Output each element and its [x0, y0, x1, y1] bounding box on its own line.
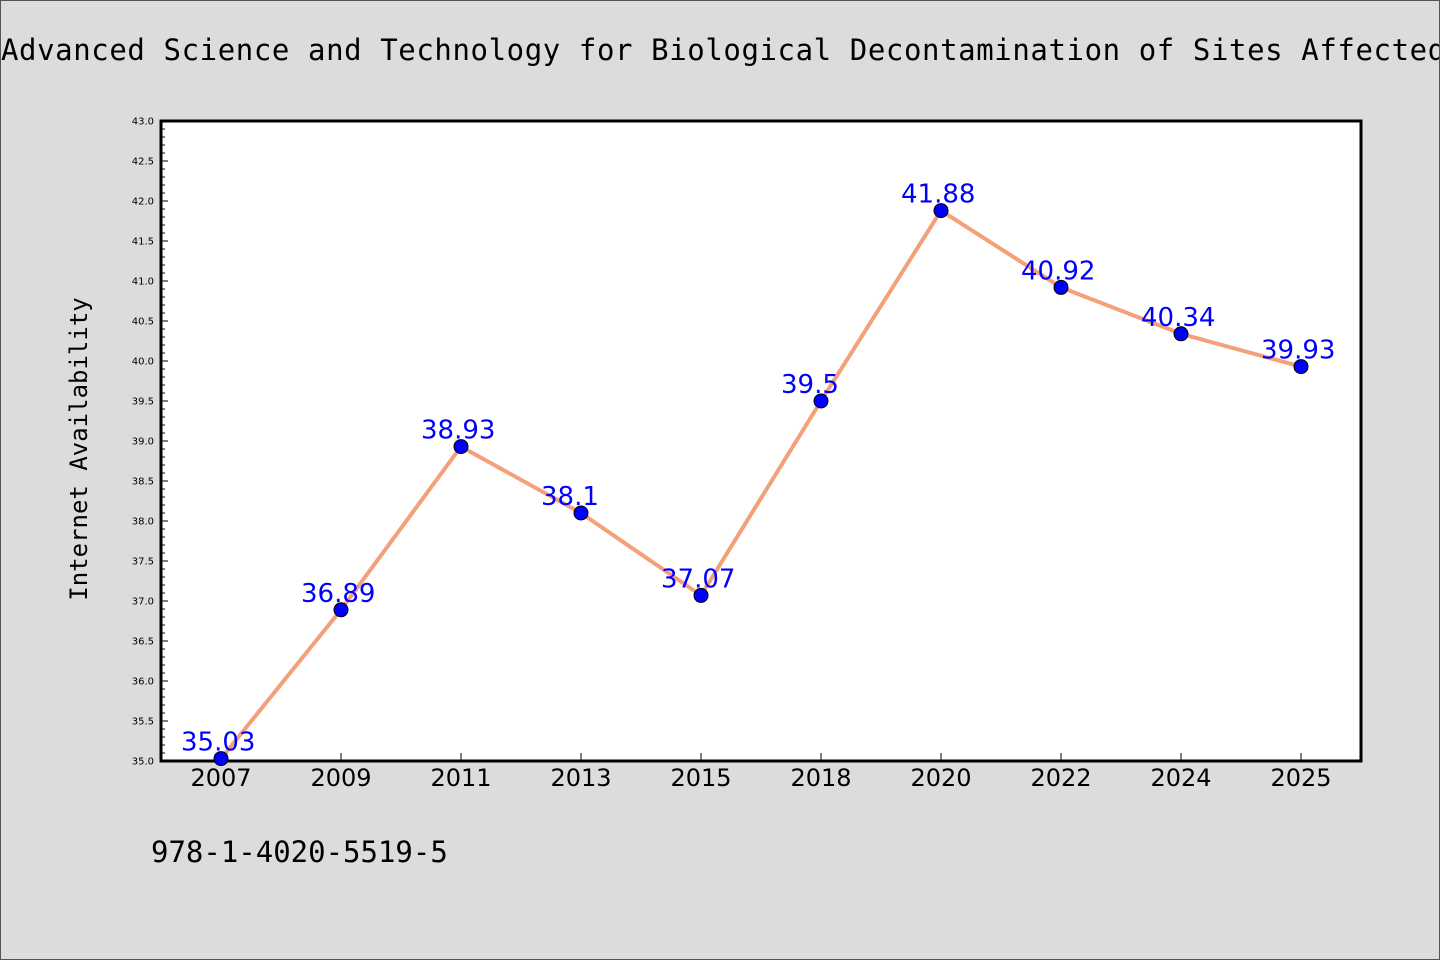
- chart-title: Advanced Science and Technology for Biol…: [1, 33, 1440, 67]
- y-tick-label: 40.5: [132, 317, 154, 328]
- data-point-2013: [573, 505, 589, 521]
- data-label-2015: 37.07: [661, 564, 735, 594]
- x-tick-label: 2024: [1150, 764, 1211, 792]
- y-tick-label: 36.5: [132, 637, 154, 648]
- data-label-2009: 36.89: [301, 579, 375, 609]
- y-tick-label: 35.0: [132, 757, 154, 768]
- y-tick-label: 37.0: [132, 597, 154, 608]
- data-point-2007: [213, 751, 229, 767]
- x-tick-label: 2022: [1030, 764, 1091, 792]
- data-label-2011: 38.93: [421, 416, 495, 446]
- x-axis-ticks: 2007 2009 2011 2013 2015 2018 2020 2022 2024 2025: [190, 753, 1332, 792]
- y-axis-label: Internet Availability: [65, 297, 93, 600]
- data-label-2020: 41.88: [901, 180, 975, 210]
- data-label-2024: 40.34: [1141, 303, 1215, 333]
- y-tick-label: 38.5: [132, 477, 154, 488]
- y-tick-label: 43.0: [132, 117, 154, 128]
- y-tick-label: 37.5: [132, 557, 154, 568]
- x-tick-label: 2018: [790, 764, 851, 792]
- data-point-2024: [1173, 326, 1189, 342]
- data-point-2011: [453, 439, 469, 455]
- data-label-2007: 35.03: [181, 728, 255, 758]
- data-point-2009: [333, 602, 349, 618]
- y-tick-label: 36.0: [132, 677, 154, 688]
- data-point-2022: [1053, 279, 1069, 295]
- y-tick-label: 40.0: [132, 357, 154, 368]
- y-axis-ticks: 35.0 35.5 36.0 36.5 37.0 37.5 38.0 38.5 39.0 39.5…: [132, 117, 168, 768]
- isbn-text: 978-1-4020-5519-5: [151, 835, 448, 869]
- data-point-2025: [1293, 359, 1309, 375]
- series-group: 35.03 36.89 38.93 38.1 37.07 39.5 41.88 40.92 40…: [181, 180, 1335, 767]
- data-label-2022: 40.92: [1021, 256, 1095, 286]
- x-tick-label: 2007: [190, 764, 251, 792]
- x-tick-label: 2013: [550, 764, 611, 792]
- data-point-2018: [813, 393, 829, 409]
- data-label-2025: 39.93: [1261, 336, 1335, 366]
- x-tick-label: 2011: [430, 764, 491, 792]
- y-tick-label: 42.5: [132, 157, 154, 168]
- series-line: [219, 208, 1302, 760]
- y-tick-label: 41.5: [132, 237, 154, 248]
- plot-area: [159, 119, 1363, 763]
- y-tick-label: 35.5: [132, 717, 154, 728]
- x-tick-label: 2020: [910, 764, 971, 792]
- data-label-2018: 39.5: [781, 370, 839, 400]
- y-tick-label: 39.5: [132, 397, 154, 408]
- x-tick-label: 2025: [1270, 764, 1331, 792]
- y-tick-label: 38.0: [132, 517, 154, 528]
- data-point-2015: [693, 587, 709, 603]
- y-tick-label: 39.0: [132, 437, 154, 448]
- x-tick-label: 2015: [670, 764, 731, 792]
- y-tick-label: 41.0: [132, 277, 154, 288]
- x-tick-label: 2009: [310, 764, 371, 792]
- y-tick-label: 42.0: [132, 197, 154, 208]
- data-point-2020: [933, 203, 949, 219]
- data-label-2013: 38.1: [541, 482, 599, 512]
